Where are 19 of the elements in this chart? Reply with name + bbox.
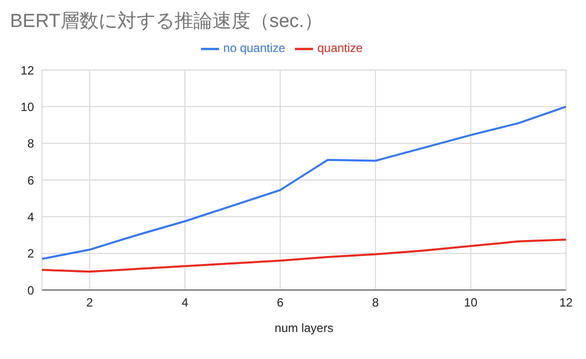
y-tick-label: 6	[27, 173, 34, 188]
x-tick-label: 12	[559, 296, 573, 310]
legend-label: quantize	[317, 41, 363, 56]
y-tick-label: 0	[27, 283, 34, 298]
y-tick-label: 12	[20, 63, 34, 78]
y-tick-label: 10	[20, 100, 34, 114]
chart-title: BERT層数に対する推論速度（sec.）	[10, 10, 324, 34]
y-tick-label: 2	[27, 246, 34, 261]
y-tick-label: 4	[27, 210, 34, 224]
x-tick-label: 8	[372, 296, 380, 310]
x-tick-label: 6	[276, 296, 284, 310]
x-tick-label: 2	[86, 296, 94, 310]
legend-label: no quantize	[223, 41, 286, 56]
x-tick-label: 4	[182, 296, 189, 310]
x-axis-title: num layers	[274, 321, 334, 335]
y-tick-label: 8	[27, 136, 34, 151]
line-series	[42, 106, 566, 260]
x-tick-label: 10	[464, 296, 478, 310]
line-series	[42, 238, 566, 273]
